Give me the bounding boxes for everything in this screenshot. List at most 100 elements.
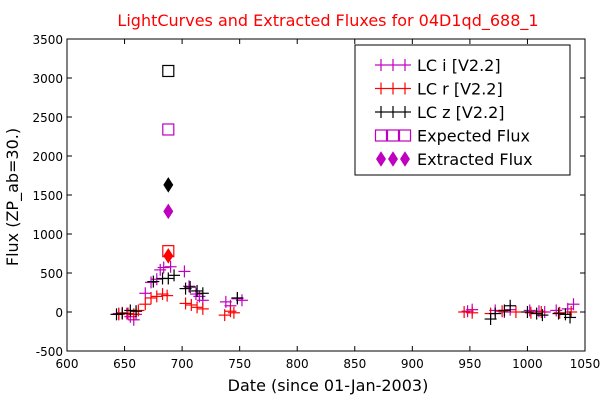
legend-entry: Expected Flux	[374, 127, 530, 146]
data-point	[163, 177, 174, 193]
data-point	[139, 287, 152, 300]
legend-marker	[399, 59, 411, 71]
legend-marker	[398, 129, 412, 142]
data-point	[156, 288, 169, 301]
legend-box	[354, 44, 571, 176]
legend-label: Expected Flux	[417, 127, 530, 146]
data-point	[489, 307, 502, 320]
data-point	[524, 306, 537, 319]
data-point	[521, 306, 534, 318]
data-point	[130, 305, 143, 318]
data-point	[509, 306, 522, 318]
x-tick-label: 1050	[570, 357, 600, 371]
x-tick-label: 850	[343, 357, 366, 371]
data-point	[161, 289, 174, 302]
data-point	[458, 306, 471, 318]
x-tick-label: 1000	[512, 357, 543, 371]
legend-label: LC r [V2.2]	[417, 80, 503, 99]
data-point	[235, 294, 248, 307]
data-point	[145, 276, 158, 289]
legend: LC i [V2.2] LC r [V2.2] LC z [V2.2] Expecte…	[354, 44, 571, 176]
x-tick-label: 600	[56, 357, 79, 371]
data-point	[162, 64, 175, 78]
data-point	[567, 298, 580, 311]
y-tick-label: 500	[40, 267, 63, 281]
y-tick-label: 2500	[32, 111, 63, 125]
legend-marker	[375, 82, 387, 95]
legend-marker	[387, 106, 399, 118]
data-point	[168, 269, 181, 282]
x-tick-label: 750	[228, 357, 251, 371]
data-point	[523, 304, 536, 317]
data-point	[116, 307, 129, 320]
plot-area	[110, 64, 580, 326]
x-axis-label: Date (since 01-Jan-2003)	[228, 376, 429, 395]
legend-marker	[400, 151, 410, 167]
data-point	[178, 265, 191, 278]
data-point	[498, 304, 511, 317]
legend-entry: LC r [V2.2]	[375, 80, 503, 99]
data-point	[559, 308, 572, 321]
data-point	[535, 306, 548, 318]
y-tick-label: -500	[36, 345, 63, 359]
data-point	[536, 309, 549, 322]
data-point	[504, 299, 517, 312]
series-lc-r-v2-2	[112, 288, 578, 322]
data-point	[565, 306, 578, 318]
data-point	[147, 275, 160, 288]
legend-marker	[387, 82, 399, 95]
data-point	[163, 203, 174, 220]
data-point	[162, 272, 175, 285]
data-point	[157, 261, 170, 274]
y-tick-label: 1500	[32, 189, 63, 203]
data-point	[179, 297, 192, 310]
x-tick-label: 950	[458, 357, 481, 371]
legend-label: LC z [V2.2]	[417, 103, 505, 122]
legend-marker	[376, 151, 386, 167]
data-point	[185, 298, 198, 311]
data-point	[163, 248, 174, 264]
data-point	[191, 284, 204, 297]
legend-entry: LC z [V2.2]	[375, 103, 505, 122]
legend-entry: Extracted Flux	[376, 150, 533, 169]
data-point	[466, 306, 479, 319]
legend-marker	[375, 106, 387, 118]
chart-title: LightCurves and Extracted Fluxes for 04D…	[117, 11, 538, 31]
data-point	[530, 307, 543, 320]
series-lc-z-v2-2	[110, 269, 577, 326]
y-tick-label: 3500	[32, 33, 63, 47]
data-point	[484, 313, 497, 326]
y-tick-label: 3000	[32, 72, 63, 86]
data-point	[110, 308, 123, 321]
data-point	[553, 306, 566, 319]
y-axis-label: Flux (ZP_ab=30.)	[3, 128, 23, 266]
x-tick-label: 700	[171, 357, 194, 371]
legend-marker	[399, 106, 411, 118]
data-point	[564, 311, 577, 324]
series-expected-flux	[162, 64, 175, 258]
legend-marker	[387, 59, 399, 71]
data-point	[196, 302, 209, 315]
legend-marker	[386, 129, 400, 142]
legend-label: LC i [V2.2]	[417, 56, 501, 75]
data-point	[124, 304, 137, 317]
data-point	[179, 282, 192, 295]
data-point	[154, 263, 167, 276]
data-point	[164, 260, 177, 273]
data-point	[496, 305, 509, 318]
data-point	[231, 291, 244, 304]
data-point	[189, 288, 202, 301]
data-point	[139, 298, 152, 311]
series-extracted-flux	[163, 177, 174, 264]
legend-label: Extracted Flux	[417, 150, 533, 169]
axes: 600 650 700 750 800 850 900 950 1000 1050 -500 0 500…	[32, 33, 600, 371]
data-point	[150, 290, 163, 303]
y-tick-label: 2000	[32, 150, 63, 164]
legend-marker	[388, 151, 398, 167]
data-point	[145, 291, 158, 304]
data-point	[227, 306, 240, 319]
legend-marker	[374, 129, 388, 142]
data-point	[552, 307, 565, 320]
legend-entry: LC i [V2.2]	[375, 56, 501, 75]
